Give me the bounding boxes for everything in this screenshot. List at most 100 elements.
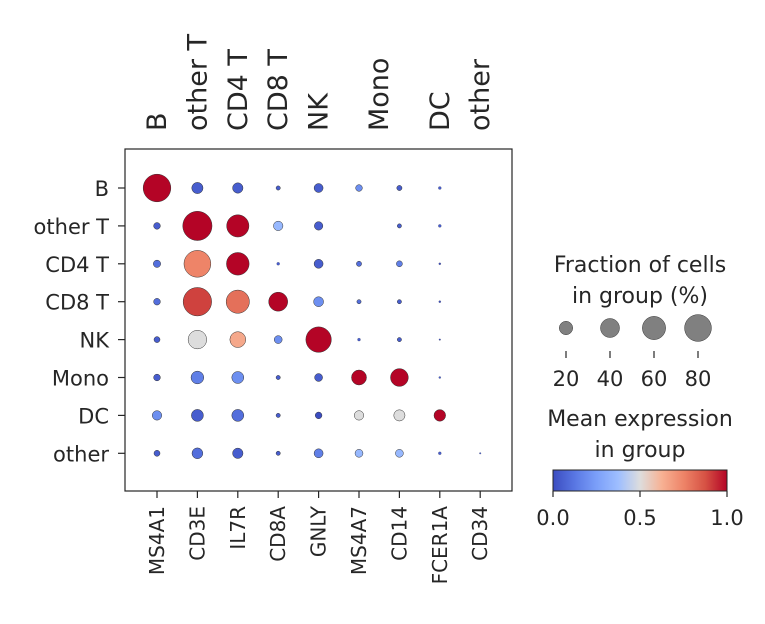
color-legend-subtitle: in group [595, 438, 686, 463]
dot-cd8-t-ms4a7 [356, 299, 362, 305]
dot-other-fcer1a [438, 451, 442, 455]
dot-cd4-t-ms4a1 [153, 259, 161, 268]
dot-cd4-t-il7r [226, 252, 250, 276]
dot-b-cd3e [191, 182, 204, 194]
x-tick-label-cd3e: CD3E [185, 506, 209, 561]
dot-mono-il7r [231, 371, 245, 384]
dot-nk-cd8a [273, 335, 283, 344]
y-tick-label-nk: NK [80, 329, 111, 353]
dot-dc-cd14 [393, 409, 406, 422]
dot-other-il7r [232, 447, 244, 459]
y-tick-label-cd8-t: CD8 T [45, 291, 109, 315]
dot-mono-cd14 [390, 368, 409, 387]
dot-dc-gnly [314, 411, 323, 420]
colorbar-label-1: 0.5 [623, 506, 656, 530]
group-label-other-t: other T [182, 33, 213, 131]
dot-other-gnly [313, 448, 324, 459]
size-legend-dot-20 [559, 321, 573, 335]
dot-b-ms4a1 [142, 173, 172, 203]
dot-other-t-cd8a [273, 220, 284, 231]
size-legend-label-20: 20 [553, 367, 580, 391]
group-label-b: B [142, 112, 173, 131]
x-tick-label-fcer1a: FCER1A [428, 506, 452, 585]
dot-mono-cd3e [190, 370, 205, 385]
x-tick-label-gnly: GNLY [307, 505, 331, 557]
dot-cd8-t-gnly [313, 296, 324, 307]
dot-cd4-t-cd3e [183, 250, 212, 278]
dot-other-cd8a [275, 450, 281, 456]
size-legend: Fraction of cells in group (%) 20 40 60 80 [553, 253, 727, 391]
y-tick-label-other: other [53, 442, 109, 466]
plot-frame [124, 148, 513, 492]
dot-other-t-cd3e [182, 211, 213, 241]
dot-mono-fcer1a [438, 376, 441, 379]
dot-other-t-gnly [314, 221, 324, 231]
dot-cd8-t-cd8a [268, 291, 288, 312]
dot-other-cd14 [395, 449, 404, 458]
size-legend-label-60: 60 [641, 367, 668, 391]
dot-nk-cd3e [187, 330, 207, 350]
dot-cd4-t-gnly [313, 259, 324, 269]
y-tick-label-mono: Mono [52, 367, 109, 391]
x-tick-label-ms4a1: MS4A1 [145, 506, 169, 575]
color-legend: Mean expression in group 0.0 0.5 1.0 [536, 407, 743, 530]
dot-other-cd34 [479, 452, 482, 455]
group-label-other: other [465, 58, 496, 131]
size-legend-subtitle: in group (%) [572, 284, 708, 309]
dot-b-cd14 [396, 185, 403, 191]
dot-cd4-t-cd14 [396, 260, 403, 268]
dot-dc-fcer1a [433, 409, 446, 422]
dot-cd4-t-cd8a [276, 262, 280, 266]
group-label-dc: DC [425, 91, 456, 131]
x-tick-label-cd34: CD34 [468, 506, 492, 561]
group-label-cd4-t: CD4 T [223, 49, 254, 131]
size-legend-dot-60 [642, 316, 666, 340]
dot-mono-gnly [314, 373, 323, 382]
x-tick-label-cd8a: CD8A [266, 506, 290, 562]
dot-cd4-t-fcer1a [438, 262, 441, 265]
dot-cd4-t-ms4a7 [356, 260, 362, 267]
dot-dc-il7r [231, 409, 245, 422]
dot-nk-ms4a1 [153, 336, 161, 343]
dot-dc-ms4a7 [354, 410, 364, 421]
x-tick-label-il7r: IL7R [226, 506, 250, 550]
x-tick-label-ms4a7: MS4A7 [347, 506, 371, 575]
dot-mono-ms4a1 [153, 373, 161, 382]
dot-b-il7r [232, 182, 244, 194]
dot-mono-cd8a [275, 375, 281, 380]
colorbar-label-0: 0.0 [536, 506, 569, 530]
dot-other-t-cd14 [397, 223, 402, 229]
dot-cd8-t-cd14 [397, 299, 402, 305]
group-label-cd8-t: CD8 T [263, 49, 294, 131]
size-legend-label-80: 80 [685, 367, 712, 391]
dot-nk-ms4a7 [357, 338, 361, 342]
dot-cd8-t-cd3e [182, 287, 212, 317]
dot-other-ms4a1 [153, 450, 161, 457]
size-legend-dot-80 [684, 314, 712, 342]
dot-b-cd8a [275, 185, 281, 191]
dot-mono-ms4a7 [351, 369, 367, 386]
group-label-nk: NK [304, 92, 335, 131]
size-legend-label-40: 40 [597, 367, 624, 391]
x-axis: MS4A1 CD3E IL7R CD8A GNLY MS4A7 CD14 FCER1A CD34 [145, 491, 492, 584]
y-tick-label-cd4-t: CD4 T [45, 253, 109, 277]
dot-other-t-fcer1a [438, 224, 442, 228]
dot-nk-gnly [305, 326, 332, 353]
y-tick-label-b: B [95, 177, 109, 201]
dot-nk-fcer1a [438, 338, 441, 341]
dot-other-t-ms4a1 [153, 222, 161, 230]
x-tick-label-cd14: CD14 [387, 506, 411, 561]
dot-other-cd3e [191, 447, 204, 459]
dot-cd8-t-ms4a1 [153, 298, 161, 306]
y-tick-label-dc: DC [78, 404, 109, 428]
size-legend-dot-40 [600, 318, 620, 338]
dot-dc-ms4a1 [152, 410, 162, 421]
dot-b-fcer1a [438, 186, 442, 190]
dot-b-ms4a7 [355, 184, 363, 192]
color-legend-title: Mean expression [547, 407, 733, 432]
dot-nk-cd14 [397, 337, 402, 342]
dot-other-ms4a7 [354, 449, 364, 458]
